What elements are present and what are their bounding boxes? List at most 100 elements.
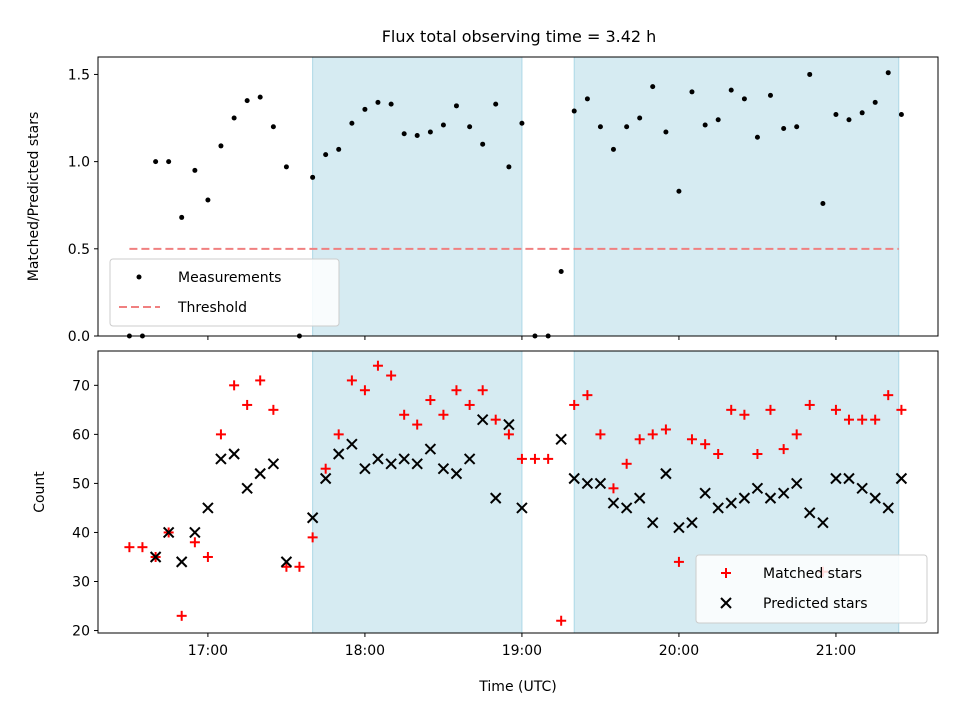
legend-label-predicted: Predicted stars xyxy=(763,596,868,612)
measurement-point xyxy=(218,143,224,149)
measurement-point xyxy=(794,124,800,130)
cross-b xyxy=(856,482,868,495)
measurement-point xyxy=(414,132,420,138)
predicted-star-point xyxy=(215,453,227,465)
cross-b xyxy=(149,551,162,563)
measurements-series xyxy=(126,70,904,339)
predicted-star-point xyxy=(463,453,476,465)
x-tick-label: 21:00 xyxy=(816,643,856,659)
measurement-point xyxy=(767,92,773,98)
predicted-star-point xyxy=(725,497,737,509)
matched-star-point xyxy=(490,414,501,425)
matched-star-point xyxy=(569,399,580,410)
matched-star-point xyxy=(464,399,475,410)
predicted-star-point xyxy=(516,502,528,514)
cross-b xyxy=(764,492,777,504)
top-y-axis-label: Matched/Predicted stars xyxy=(26,112,42,282)
predicted-star-point xyxy=(503,418,515,431)
cross-b xyxy=(804,507,816,519)
predicted-star-point xyxy=(359,462,371,475)
matched-star-point xyxy=(883,390,894,401)
bottom-legend: Matched stars Predicted stars xyxy=(695,554,928,624)
measurement-point xyxy=(205,197,211,203)
predicted-star-point xyxy=(673,521,685,534)
x-tick-label: 17:00 xyxy=(188,643,228,659)
matched-star-point xyxy=(516,453,527,464)
matched-star-point xyxy=(529,453,540,464)
matched-star-point xyxy=(896,404,907,415)
predicted-star-point xyxy=(751,482,764,495)
matched-star-point xyxy=(425,395,436,406)
predicted-star-point xyxy=(869,492,881,504)
cross-b xyxy=(398,453,410,465)
measurement-point xyxy=(231,115,237,121)
measurement-point xyxy=(558,268,564,274)
predicted-star-point xyxy=(686,516,698,529)
predicted-star-point xyxy=(332,448,345,460)
matched-star-point xyxy=(359,385,370,396)
matched-star-point xyxy=(124,542,135,553)
matched-star-point xyxy=(739,409,750,420)
cross-b xyxy=(725,497,737,509)
matched-star-point xyxy=(333,429,344,440)
predicted-star-point xyxy=(607,497,620,509)
cross-b xyxy=(280,556,293,568)
cross-b xyxy=(385,458,397,470)
legend-measurement-marker xyxy=(136,274,142,280)
predicted-star-point xyxy=(777,487,790,499)
measurement-point xyxy=(166,159,172,165)
predicted-star-point xyxy=(817,516,829,529)
measurement-point xyxy=(754,134,760,140)
cross-b xyxy=(555,433,567,445)
measurement-point xyxy=(427,129,433,135)
predicted-star-point xyxy=(555,433,567,445)
measurement-point xyxy=(820,200,826,206)
measurement-point xyxy=(467,124,473,130)
predicted-star-point xyxy=(306,512,319,524)
measurement-point xyxy=(781,125,787,131)
measurement-point xyxy=(480,141,486,147)
cross-b xyxy=(215,453,227,465)
y-tick-label: 0.5 xyxy=(68,242,90,258)
predicted-star-point xyxy=(568,472,580,485)
y-tick-label: 50 xyxy=(72,476,90,492)
predicted-star-point xyxy=(895,472,908,485)
cross-b xyxy=(450,467,463,480)
cross-b xyxy=(660,467,672,480)
legend-label-matched: Matched stars xyxy=(763,566,862,582)
measurement-point xyxy=(597,124,603,130)
legend-box xyxy=(695,554,928,624)
measurement-point xyxy=(323,152,329,158)
matched-star-point xyxy=(176,610,187,621)
predicted-star-point xyxy=(385,458,397,470)
cross-b xyxy=(581,477,594,490)
cross-b xyxy=(228,448,240,460)
predicted-star-point xyxy=(319,472,332,485)
matched-star-point xyxy=(608,483,619,494)
matched-star-point xyxy=(870,414,881,425)
top-shaded-regions xyxy=(312,56,900,337)
cross-b xyxy=(620,502,633,514)
cross-b xyxy=(162,526,175,539)
measurement-point xyxy=(375,99,381,105)
measurement-point xyxy=(519,120,525,126)
shaded-region-2 xyxy=(573,56,900,337)
matched-star-point xyxy=(843,414,854,425)
matched-star-point xyxy=(791,429,802,440)
cross-b xyxy=(359,462,371,475)
top-x-ticks xyxy=(207,336,837,340)
shaded-region-1 xyxy=(312,56,523,337)
predicted-star-point xyxy=(228,448,240,460)
x-axis-label: Time (UTC) xyxy=(478,679,556,695)
cross-b xyxy=(372,453,384,465)
predicted-star-point xyxy=(738,492,751,504)
measurement-point xyxy=(872,99,878,105)
cross-b xyxy=(254,467,266,480)
y-tick-label: 30 xyxy=(72,575,90,591)
predicted-star-point xyxy=(699,487,711,499)
cross-b xyxy=(516,502,528,514)
matched-star-point xyxy=(660,424,671,435)
measurement-point xyxy=(898,112,904,118)
x-tick-label: 19:00 xyxy=(502,643,542,659)
